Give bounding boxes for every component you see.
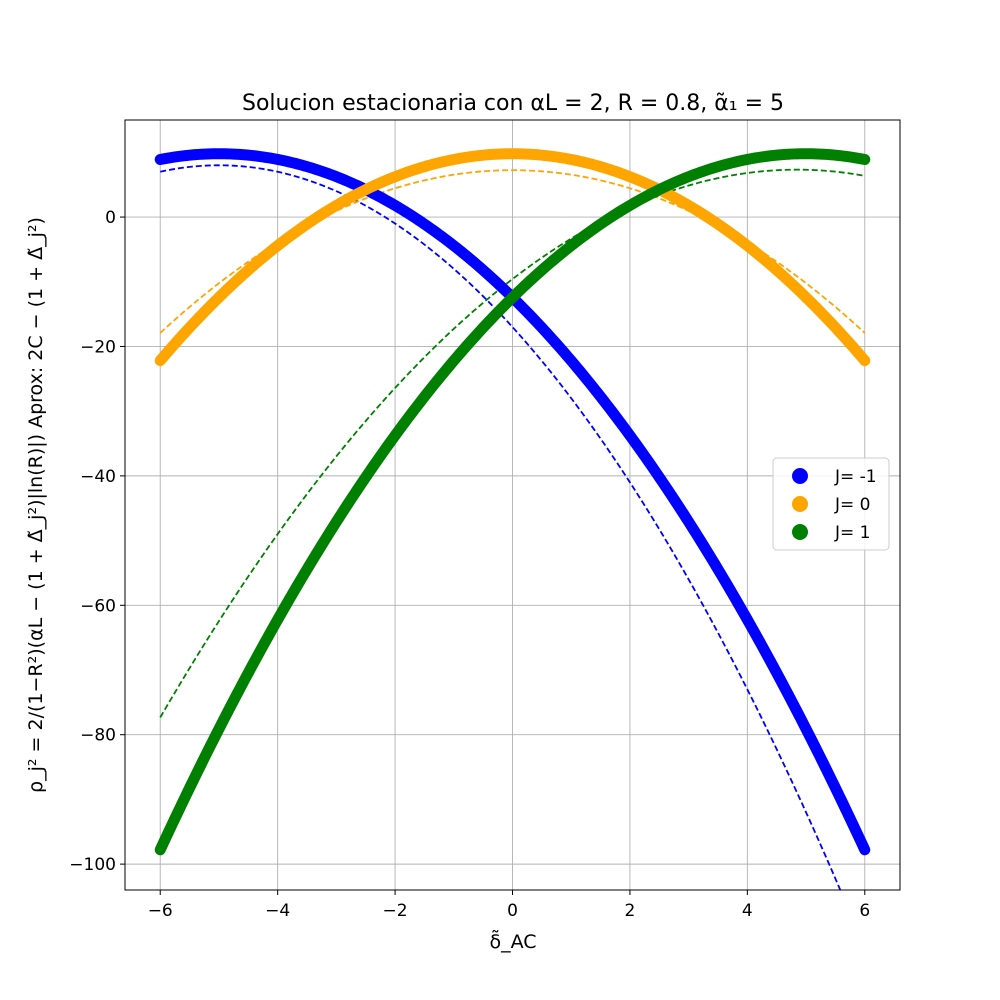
plot-series [154, 148, 871, 890]
data-point [859, 154, 870, 165]
data-point [213, 292, 224, 303]
data-point [448, 240, 459, 251]
data-point [331, 200, 342, 211]
data-point [683, 200, 694, 211]
data-point [683, 171, 694, 182]
data-point [624, 430, 635, 441]
y-tick-label: −80 [80, 726, 116, 746]
y-tick-label: −40 [80, 467, 116, 487]
data-point [859, 844, 870, 855]
data-point [507, 148, 518, 159]
legend: J= -1 J= 0 J= 1 [772, 457, 890, 551]
y-axis-label: ρ_j² = 2/(1−R²)(αL − (1 + Δ̃_j²)|ln(R)|)… [25, 217, 47, 793]
y-tick-label: 0 [105, 208, 116, 228]
x-tick-label: 0 [507, 901, 518, 921]
data-point [213, 723, 224, 734]
data-point [272, 614, 283, 625]
y-tick-label: −20 [80, 337, 116, 357]
y-tick-label: −100 [69, 855, 116, 875]
data-point [683, 516, 694, 527]
x-axis-label: δ̃_AC [489, 928, 536, 953]
legend-label: J= 0 [834, 495, 870, 515]
data-point [272, 240, 283, 251]
data-point [390, 430, 401, 441]
chart-title: Solucion estacionaria con αL = 2, R = 0.… [242, 91, 784, 116]
data-point [624, 171, 635, 182]
legend-marker [792, 496, 808, 512]
data-point [859, 355, 870, 366]
data-point [390, 171, 401, 182]
legend-marker [792, 524, 808, 540]
data-point [331, 516, 342, 527]
x-tick-label: 2 [625, 901, 636, 921]
x-tick-label: −6 [148, 901, 173, 921]
x-tick-label: −4 [265, 901, 290, 921]
data-point [272, 154, 283, 165]
tick-group: −6 −4 −2 0 2 4 6−100−80−60−40−200 [69, 208, 870, 921]
data-point [566, 355, 577, 366]
data-point [448, 355, 459, 366]
y-tick-label: −60 [80, 596, 116, 616]
x-tick-label: 6 [859, 901, 870, 921]
grid [125, 120, 900, 890]
data-point [801, 292, 812, 303]
approx-dashed-line [159, 168, 865, 718]
data-point [801, 148, 812, 159]
data-point [742, 154, 753, 165]
data-point [331, 171, 342, 182]
legend-label: J= 1 [834, 523, 870, 543]
data-point [155, 154, 166, 165]
data-point [155, 355, 166, 366]
x-tick-label: 4 [742, 901, 753, 921]
approx-dashed-line [160, 164, 842, 890]
data-point [742, 240, 753, 251]
data-point [155, 844, 166, 855]
data-point [566, 154, 577, 165]
data-point [390, 200, 401, 211]
data-point [566, 240, 577, 251]
data-point [801, 723, 812, 734]
legend-marker [792, 468, 808, 484]
data-point [742, 614, 753, 625]
legend-label: J= -1 [834, 467, 877, 487]
data-point [624, 200, 635, 211]
x-tick-label: −2 [383, 901, 408, 921]
data-point [448, 154, 459, 165]
data-point [213, 148, 224, 159]
data-point [507, 292, 518, 303]
